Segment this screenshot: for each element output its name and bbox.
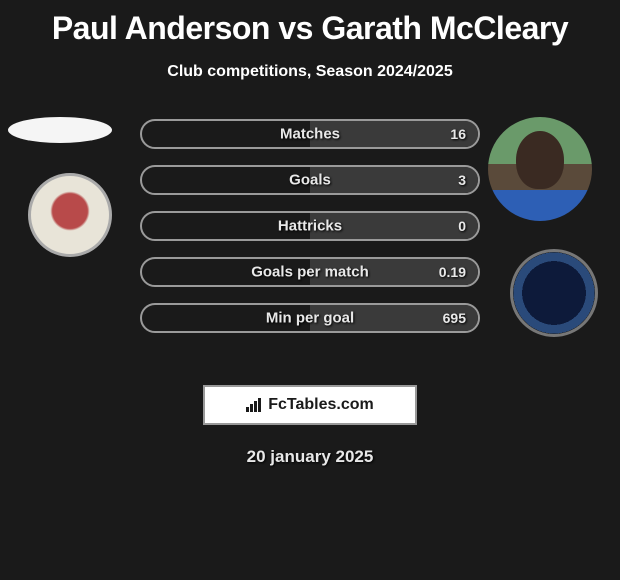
- stat-row: Min per goal 695: [140, 303, 480, 333]
- stat-value-right: 695: [443, 310, 466, 326]
- stat-value-right: 3: [458, 172, 466, 188]
- source-logo: FcTables.com: [203, 385, 417, 425]
- player-left-club-badge: [28, 173, 112, 257]
- stat-row: Hattricks 0: [140, 211, 480, 241]
- stat-row: Matches 16: [140, 119, 480, 149]
- stat-fill-right: [310, 167, 478, 193]
- player-left-avatar: [8, 117, 112, 143]
- stat-label: Min per goal: [266, 310, 354, 327]
- stat-label: Goals per match: [251, 264, 369, 281]
- stat-label: Hattricks: [278, 218, 342, 235]
- stat-value-right: 16: [450, 126, 466, 142]
- stat-value-right: 0.19: [439, 264, 466, 280]
- stat-label: Goals: [289, 172, 331, 189]
- chart-icon: [246, 398, 264, 412]
- page-title: Paul Anderson vs Garath McCleary: [0, 0, 620, 47]
- date-line: 20 january 2025: [0, 447, 620, 467]
- stat-row: Goals 3: [140, 165, 480, 195]
- subtitle: Club competitions, Season 2024/2025: [0, 63, 620, 81]
- stat-label: Matches: [280, 126, 340, 143]
- comparison-bars: Matches 16 Goals 3 Hattricks 0 Goals per match…: [140, 119, 480, 349]
- stat-value-right: 0: [458, 218, 466, 234]
- player-right-avatar: [488, 117, 592, 221]
- player-right-club-badge: [510, 249, 598, 337]
- stat-row: Goals per match 0.19: [140, 257, 480, 287]
- source-logo-text: FcTables.com: [268, 396, 374, 414]
- stats-area: Matches 16 Goals 3 Hattricks 0 Goals per match…: [0, 117, 620, 377]
